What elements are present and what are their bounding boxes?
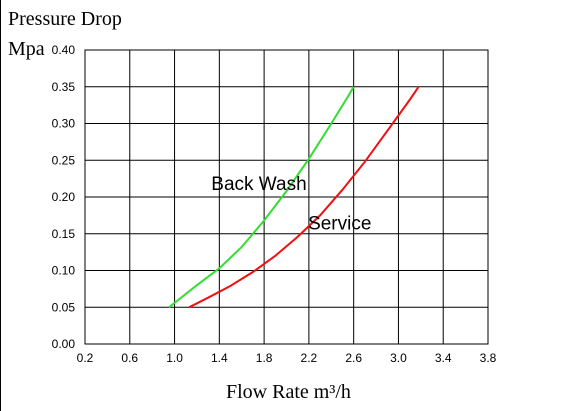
y-tick-label: 0.15 [52, 227, 76, 241]
x-tick-label: 3.8 [480, 351, 497, 365]
x-axis-title: Flow Rate m³/h [226, 381, 351, 403]
y-tick-label: 0.00 [52, 337, 76, 351]
y-tick-label: 0.05 [52, 300, 76, 314]
y-tick-label: 0.30 [52, 117, 76, 131]
y-tick-label: 0.40 [52, 43, 76, 57]
x-tick-label: 1.4 [211, 351, 228, 365]
chart-plot: 0.2 0.6 1.0 1.4 1.8 2.2 2.6 3.0 3.4 3.8 0.00 0.05 0.… [52, 43, 497, 365]
x-tick-label: 3.0 [390, 351, 407, 365]
x-tick-label: 0.6 [121, 351, 138, 365]
annotation-back-wash: Back Wash [211, 174, 306, 195]
y-tick-label: 0.20 [52, 190, 76, 204]
x-tick-label: 2.2 [301, 351, 318, 365]
chart-title-line-2: Mpa [8, 38, 45, 60]
x-tick-label: 2.6 [345, 351, 362, 365]
series-line-service [188, 86, 420, 309]
left-border-line [0, 0, 1, 411]
x-tick-label: 1.8 [256, 351, 273, 365]
annotation-service: Service [308, 213, 371, 234]
series-line-back-wash [168, 86, 355, 309]
y-tick-label: 0.35 [52, 80, 76, 94]
y-tick-label: 0.25 [52, 153, 76, 167]
x-tick-label: 0.2 [77, 351, 94, 365]
x-tick-label: 1.0 [166, 351, 183, 365]
y-tick-label: 0.10 [52, 264, 76, 278]
chart-title-line-1: Pressure Drop [8, 8, 122, 30]
x-tick-label: 3.4 [435, 351, 452, 365]
